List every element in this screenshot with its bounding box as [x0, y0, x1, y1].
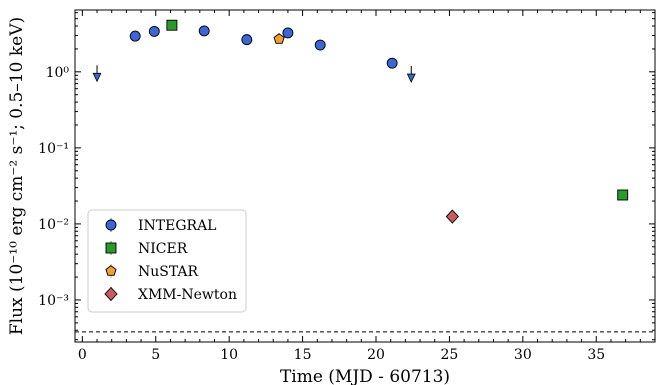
- legend-marker-nicer: [105, 242, 117, 254]
- legend-marker-integral: [105, 219, 117, 231]
- upper-limit-arrow-integral: [92, 72, 102, 83]
- data-point-nicer: [166, 19, 178, 31]
- x-axis-label: Time (MJD - 60713): [280, 367, 450, 385]
- x-tick-label: 30: [514, 347, 532, 363]
- data-point-integral: [148, 25, 160, 37]
- plot-area: [75, 19, 655, 333]
- legend-label: NICER: [138, 241, 188, 257]
- legend-marker-nustar: [105, 265, 117, 276]
- legend: INTEGRAL NICER NuSTAR XMM-Newton: [87, 209, 247, 313]
- data-point-integral: [129, 30, 141, 42]
- x-tick-label: 5: [151, 347, 160, 363]
- x-tick-label: 20: [367, 347, 385, 363]
- data-point-integral: [241, 34, 253, 46]
- y-tick-label: 10⁻¹: [38, 141, 69, 157]
- data-point-nustar: [273, 33, 285, 44]
- legend-marker-xmm-newton: [104, 286, 118, 302]
- data-point-xmm-newton: [445, 209, 459, 224]
- plot-frame: [74, 9, 656, 343]
- x-tick-label: 25: [441, 347, 459, 363]
- y-tick-label: 10⁻²: [38, 217, 69, 233]
- data-point-integral: [282, 27, 294, 39]
- upper-limit-arrow-integral: [406, 73, 416, 83]
- y-tick-label: 10⁻³: [38, 293, 69, 309]
- y-tick-label: 10⁰: [46, 65, 70, 81]
- axes: 0 5 10 15 20 25 30 35 10⁻³ 10⁻² 10⁻¹ 10⁰: [38, 9, 656, 363]
- y-axis-label: Flux (10⁻¹⁰ erg cm⁻² s⁻¹; 0.5–10 keV): [7, 17, 27, 335]
- x-tick-label: 35: [587, 347, 605, 363]
- x-tick-label: 15: [294, 347, 312, 363]
- data-point-nicer: [617, 189, 629, 201]
- legend-label: NuSTAR: [138, 264, 199, 280]
- legend-label: XMM-Newton: [138, 287, 237, 303]
- x-tick-label: 0: [78, 347, 87, 363]
- data-point-integral: [386, 57, 398, 69]
- data-point-integral: [314, 39, 326, 51]
- legend-label: INTEGRAL: [138, 218, 216, 234]
- legend-box: [87, 209, 247, 313]
- data-point-integral: [198, 25, 210, 37]
- x-tick-label: 10: [220, 347, 238, 363]
